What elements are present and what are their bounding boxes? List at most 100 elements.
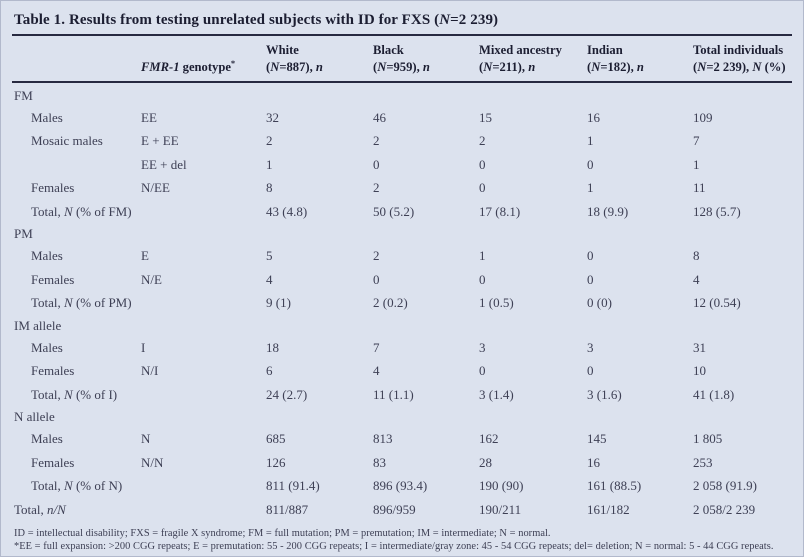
table-body: FM Males EE 32 46 15 16 109 Mosaic males… xyxy=(12,83,792,522)
footnote-abbreviations: ID = intellectual disability; FXS = frag… xyxy=(14,527,551,539)
genotype-rest: genotype xyxy=(179,60,231,74)
value-cell: 4 xyxy=(693,271,700,287)
value-cell: 145 xyxy=(587,431,607,447)
value-cell: 0 xyxy=(587,271,594,287)
value-cell: 3 (1.6) xyxy=(587,386,622,402)
section-row-n: N allele xyxy=(12,407,792,428)
value-cell: 0 xyxy=(373,271,380,287)
value-cell: 8 xyxy=(266,180,273,196)
value-cell: 190/211 xyxy=(479,501,522,517)
value-cell: 190 (90) xyxy=(479,478,524,494)
genotype-cell: N/E xyxy=(141,271,162,287)
value-cell: 31 xyxy=(693,339,706,355)
column-subtitle: (N=887), n xyxy=(266,60,323,74)
genotype-cell: E + EE xyxy=(141,133,179,149)
row-label: Males xyxy=(31,431,63,447)
value-cell: 2 xyxy=(373,180,380,196)
genotype-cell: N/EE xyxy=(141,180,170,196)
table-title: Table 1. Results from testing unrelated … xyxy=(12,1,792,34)
total-row-im: Total, N (% of I) 24 (2.7) 11 (1.1) 3 (1… xyxy=(12,383,792,407)
table-row: Males N 685 813 162 145 1 805 xyxy=(12,428,792,452)
table-row: Males E 5 2 1 0 8 xyxy=(12,245,792,269)
section-label: FM xyxy=(14,87,33,103)
genotype-cell: N/I xyxy=(141,363,159,379)
value-cell: 128 (5.7) xyxy=(693,203,741,219)
column-header-black: Black (N=959), n xyxy=(373,42,479,76)
column-name: White xyxy=(266,43,299,57)
value-cell: 2 (0.2) xyxy=(373,295,408,311)
genotype-cell: N xyxy=(141,431,151,447)
value-cell: 1 805 xyxy=(693,431,723,447)
column-header-indian: Indian (N=182), n xyxy=(587,42,693,76)
footnotes: ID = intellectual disability; FXS = frag… xyxy=(12,527,792,554)
value-cell: 18 xyxy=(266,339,279,355)
row-label: Females xyxy=(31,180,75,196)
row-label: Females xyxy=(31,363,75,379)
value-cell: 0 xyxy=(479,180,486,196)
value-cell: 161 (88.5) xyxy=(587,478,642,494)
row-label: Females xyxy=(31,454,75,470)
value-cell: 2 058 (91.9) xyxy=(693,478,757,494)
table-row: EE + del 1 0 0 0 1 xyxy=(12,153,792,177)
header-rule xyxy=(12,81,792,83)
table-row: Males I 18 7 3 3 31 xyxy=(12,336,792,360)
value-cell: 2 xyxy=(373,133,380,149)
column-header-total: Total individuals (N=2 239), N (%) xyxy=(693,42,792,76)
value-cell: 7 xyxy=(693,133,700,149)
column-name: Total individuals xyxy=(693,43,784,57)
value-cell: 43 (4.8) xyxy=(266,203,308,219)
value-cell: 1 xyxy=(693,156,700,172)
total-row-n: Total, N (% of N) 811 (91.4) 896 (93.4) … xyxy=(12,475,792,499)
column-name: Mixed ancestry xyxy=(479,43,562,57)
value-cell: 9 (1) xyxy=(266,295,291,311)
section-label: N allele xyxy=(14,409,55,424)
value-cell: 17 (8.1) xyxy=(479,203,521,219)
value-cell: 0 xyxy=(587,248,594,264)
value-cell: 24 (2.7) xyxy=(266,386,308,402)
value-cell: 41 (1.8) xyxy=(693,386,735,402)
footnote-genotype-key: *EE = full expansion: >200 CGG repeats; … xyxy=(14,541,774,552)
value-cell: 161/182 xyxy=(587,501,630,517)
total-row-pm: Total, N (% of PM) 9 (1) 2 (0.2) 1 (0.5)… xyxy=(12,292,792,316)
value-cell: 11 xyxy=(693,180,706,196)
value-cell: 253 xyxy=(693,454,713,470)
value-cell: 0 xyxy=(479,156,486,172)
row-label: Males xyxy=(31,248,63,264)
column-name: Black xyxy=(373,43,404,57)
value-cell: 126 xyxy=(266,454,286,470)
value-cell: 685 xyxy=(266,431,286,447)
row-label: Total, n/N xyxy=(14,501,66,517)
value-cell: 3 (1.4) xyxy=(479,386,514,402)
value-cell: 16 xyxy=(587,454,600,470)
table-row: Females N/EE 8 2 0 1 11 xyxy=(12,177,792,201)
value-cell: 1 (0.5) xyxy=(479,295,514,311)
genotype-cell: EE xyxy=(141,109,157,125)
value-cell: 7 xyxy=(373,339,380,355)
grand-total-row: Total, n/N 811/887 896/959 190/211 161/1… xyxy=(12,498,792,522)
row-label: Females xyxy=(31,271,75,287)
section-label: IM allele xyxy=(14,317,62,333)
value-cell: 8 xyxy=(693,248,700,264)
value-cell: 50 (5.2) xyxy=(373,203,415,219)
value-cell: 4 xyxy=(373,363,380,379)
genotype-italic: FMR-1 xyxy=(141,60,180,74)
value-cell: 3 xyxy=(479,339,486,355)
table-header-row: FMR-1 genotype* White (N=887), n Black (… xyxy=(12,36,792,81)
genotype-cell: EE + del xyxy=(141,156,187,172)
value-cell: 16 xyxy=(587,109,600,125)
value-cell: 11 (1.1) xyxy=(373,386,414,402)
column-header-white: White (N=887), n xyxy=(266,42,373,76)
value-cell: 1 xyxy=(587,180,594,196)
value-cell: 2 xyxy=(373,248,380,264)
value-cell: 5 xyxy=(266,248,273,264)
genotype-asterisk: * xyxy=(230,57,236,68)
table-row: Females N/I 6 4 0 0 10 xyxy=(12,360,792,384)
title-suffix: =2 239) xyxy=(450,12,499,28)
value-cell: 0 (0) xyxy=(587,295,612,311)
genotype-cell: I xyxy=(141,339,146,355)
genotype-cell: E xyxy=(141,248,149,264)
value-cell: 18 (9.9) xyxy=(587,203,629,219)
value-cell: 15 xyxy=(479,109,492,125)
table-row: Mosaic males E + EE 2 2 2 1 7 xyxy=(12,130,792,154)
